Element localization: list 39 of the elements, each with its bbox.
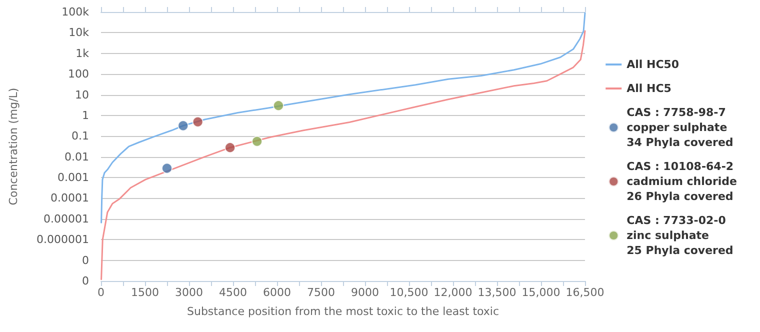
- point: [224, 142, 236, 154]
- x-tick-label: 9000: [351, 286, 379, 299]
- point: [192, 116, 204, 128]
- point: [252, 136, 263, 147]
- y-tick-label: 1: [82, 108, 89, 122]
- x-axis-title: Substance position from the most toxic to the least toxic: [186, 305, 500, 318]
- y-tick-label: 0.0001: [50, 192, 89, 205]
- legend-label: CAS : 10108-64-2 cadmium chloride 26 Phyla covered: [626, 160, 738, 203]
- x-tick-label: 0: [98, 286, 104, 299]
- x-tick-label: 13,500: [478, 286, 516, 299]
- y-tick-label: 0: [82, 274, 89, 288]
- y-tick-label: 0.1: [72, 130, 89, 143]
- x-tick-label: 10,500: [390, 286, 428, 299]
- y-tick-label: 0.00001: [44, 212, 89, 226]
- y-tick-label: 0.001: [58, 171, 89, 184]
- x-tick-label: 3000: [175, 286, 203, 299]
- x-tick-label: 6000: [263, 286, 291, 299]
- point: [178, 120, 189, 132]
- x-tick-label: 1500: [131, 286, 159, 299]
- x-tick-label: 7500: [307, 286, 335, 299]
- y-tick-label: 0: [82, 254, 89, 267]
- legend-label: CAS : 7758-98-7 copper sulphate 34 Phyla covered: [626, 106, 734, 149]
- point: [162, 162, 172, 174]
- y-tick-label: 10k: [68, 26, 90, 40]
- x-tick-label: 15,000: [522, 286, 560, 299]
- x-tick-label: 16,500: [566, 286, 604, 299]
- x-tick-label: 4500: [219, 286, 247, 299]
- y-tick-label: 10: [75, 88, 89, 102]
- y-tick-label: 100: [68, 68, 89, 81]
- y-tick-label: 0.01: [64, 150, 89, 164]
- legend-label: CAS : 7733-02-0 zinc sulphate 25 Phyla covered: [626, 214, 734, 257]
- y-tick-label: 1k: [76, 46, 90, 60]
- y-tick-label: 100k: [62, 6, 90, 18]
- point: [272, 100, 284, 112]
- y-axis-title: Concentration (mg/L): [7, 88, 20, 206]
- legend-label: All HC50: [626, 58, 680, 71]
- legend-label: All HC5: [626, 82, 672, 95]
- y-tick-label: 0.000001: [36, 233, 89, 246]
- x-tick-label: 12,000: [434, 286, 472, 299]
